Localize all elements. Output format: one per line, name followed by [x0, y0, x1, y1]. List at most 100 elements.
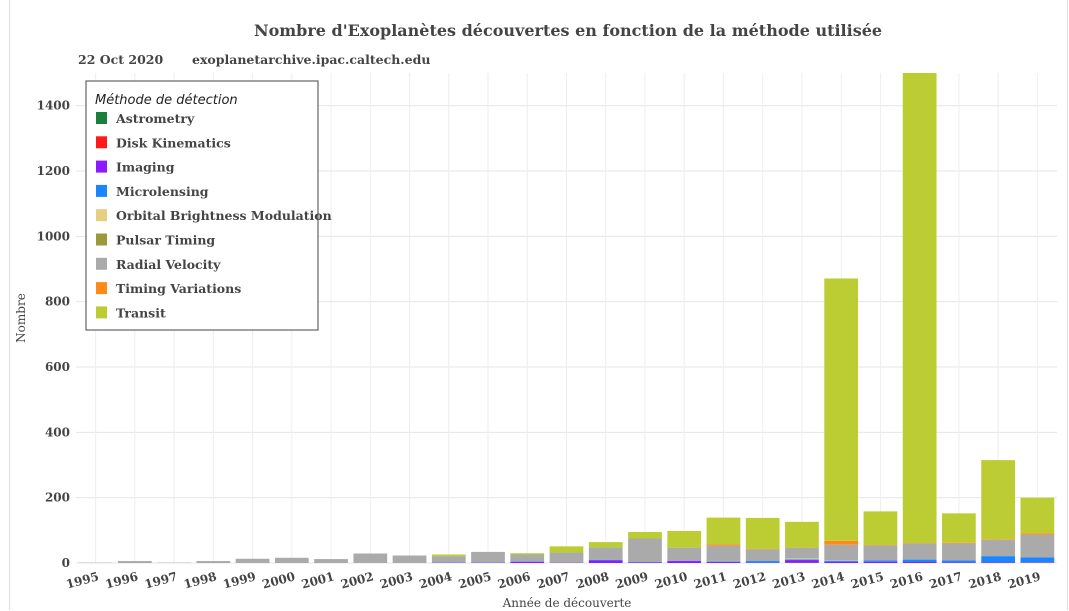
bar-segment-radial-velocity	[667, 547, 702, 561]
chart-frame	[9, 0, 1068, 610]
bar-segment-transit	[1020, 497, 1055, 534]
bar-segment-transit	[942, 513, 976, 543]
bar-segment-transit	[981, 460, 1016, 540]
bar-segment-microlensing	[1020, 557, 1055, 563]
bar-segment-microlensing	[706, 561, 741, 563]
legend-item-label: Pulsar Timing	[116, 233, 215, 248]
legend-box	[85, 80, 319, 331]
x-tick-label: 2000	[261, 569, 297, 591]
bar-segment-imaging	[785, 560, 819, 563]
legend-title: Méthode de détection	[95, 93, 238, 108]
bar-segment-timing-variations	[824, 540, 859, 545]
bar-segment-imaging	[824, 561, 859, 563]
x-tick-label: 1998	[182, 569, 218, 591]
x-axis-label: Année de découverte	[502, 596, 632, 610]
chart-date: 22 Oct 2020	[78, 52, 163, 67]
x-tick-label: 2015	[849, 569, 885, 591]
legend-swatch	[96, 160, 107, 173]
x-tick-label: 1999	[221, 569, 257, 591]
bar-segment-timing-variations	[1020, 533, 1055, 535]
bar-segment-radial-velocity	[471, 551, 505, 563]
x-tick-label: 2018	[967, 569, 1003, 591]
bar-segment-transit	[549, 546, 584, 553]
x-tick-label: 2003	[378, 569, 414, 591]
bar-segment-transit	[510, 553, 545, 555]
bar-segment-radial-velocity	[196, 561, 231, 563]
bar-segment-imaging	[667, 561, 702, 563]
bar-segment-timing-variations	[706, 544, 741, 546]
y-tick-label: 200	[45, 491, 70, 505]
x-tick-label: 2011	[692, 569, 728, 591]
x-tick-label: 2019	[1006, 569, 1042, 591]
x-tick-label: 2013	[771, 569, 807, 591]
x-tick-label: 2016	[889, 569, 925, 591]
y-tick-label: 1200	[37, 164, 70, 178]
x-tick-label: 2017	[928, 569, 964, 591]
bar-segment-microlensing	[824, 560, 859, 562]
x-tick-label: 2006	[496, 569, 532, 591]
bar-segment-microlensing	[863, 560, 898, 562]
bar-segment-microlensing	[942, 560, 976, 563]
bar-segment-radial-velocity	[588, 547, 623, 560]
legend-item-label: Astrometry	[115, 111, 195, 126]
bar-segment-imaging	[942, 562, 976, 563]
bar-segment-imaging	[981, 562, 1016, 563]
bar-segment-imaging	[628, 562, 662, 563]
x-tick-label: 1995	[65, 569, 101, 591]
bar-segment-radial-velocity	[510, 554, 545, 562]
bar-segment-orbital-brightness-modulation	[785, 558, 819, 560]
x-tick-label: 2002	[339, 569, 375, 591]
x-tick-label: 2012	[732, 569, 768, 591]
bar-segment-transit	[588, 542, 623, 548]
legend-swatch	[96, 306, 107, 319]
bar-segment-microlensing	[785, 559, 819, 561]
x-tick-label: 1997	[143, 569, 179, 591]
bar-segment-transit	[863, 511, 898, 546]
bar-segment-radial-velocity	[902, 543, 937, 560]
legend-item-label: Radial Velocity	[116, 257, 221, 272]
bar-segment-radial-velocity	[785, 547, 819, 559]
bar-segment-timing-variations	[981, 539, 1016, 540]
bar-segment-transit	[785, 521, 819, 548]
bar-segment-radial-velocity	[981, 539, 1016, 557]
x-tick-label: 2014	[810, 569, 846, 591]
bar-segment-transit	[824, 278, 859, 541]
y-tick-label: 800	[45, 295, 70, 309]
bar-segment-transit	[431, 554, 466, 557]
x-tick-label: 2001	[300, 569, 336, 591]
bar-segment-microlensing	[745, 561, 780, 563]
legend-swatch	[96, 257, 107, 270]
x-tick-label: 1996	[104, 569, 140, 591]
bar-segment-radial-velocity	[863, 545, 898, 561]
bar-segment-radial-velocity	[353, 553, 388, 563]
legend-item-label: Orbital Brightness Modulation	[116, 208, 332, 223]
y-tick-label: 1000	[37, 229, 70, 243]
bar-segment-radial-velocity	[706, 545, 741, 561]
bar-segment-transit	[628, 531, 662, 539]
x-tick-labels: 1995 1996 1997 1998 1999 2000 2001 2002 2003 2004…	[65, 569, 1043, 591]
legend-swatch	[96, 136, 107, 149]
x-tick-label: 2010	[653, 569, 689, 591]
bar-segment-radial-velocity	[628, 538, 662, 563]
bar-segment-radial-velocity	[745, 549, 780, 562]
x-tick-label: 2005	[457, 569, 493, 591]
bar-segment-imaging	[588, 560, 623, 563]
legend-item-label: Timing Variations	[116, 281, 241, 296]
legend-swatch	[96, 209, 107, 222]
bar-segment-imaging	[510, 561, 545, 563]
chart-source: exoplanetarchive.ipac.caltech.edu	[192, 52, 430, 67]
y-tick-label: 600	[45, 360, 70, 374]
bar-segment-radial-velocity	[314, 559, 348, 563]
bar-segment-radial-velocity	[824, 544, 859, 561]
bar-segment-microlensing	[981, 556, 1016, 563]
bar-segment-microlensing	[588, 559, 623, 561]
bars	[78, 73, 1055, 563]
legend-item-label: Microlensing	[116, 184, 209, 199]
legend-swatch	[96, 112, 107, 124]
bar-segment-microlensing	[902, 559, 937, 563]
legend-swatch	[96, 282, 107, 295]
x-tick-label: 2008	[575, 569, 611, 591]
bar-segment-radial-velocity	[942, 543, 976, 561]
x-tick-label: 2007	[535, 569, 571, 591]
